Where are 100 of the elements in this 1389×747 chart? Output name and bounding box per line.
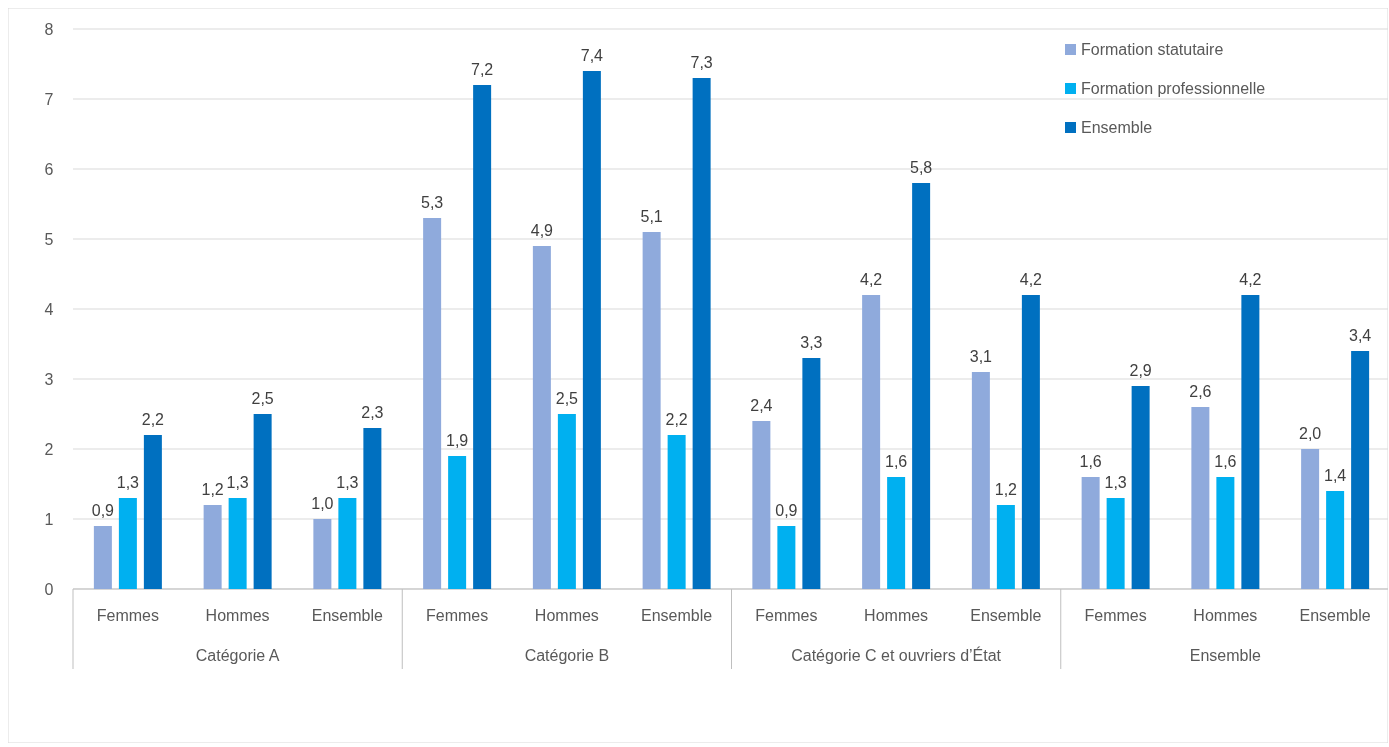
x-tick-label: Ensemble bbox=[311, 607, 384, 624]
bar bbox=[143, 435, 162, 589]
bar bbox=[996, 505, 1015, 589]
legend-label: Formation professionnelle bbox=[1081, 80, 1266, 97]
bar bbox=[1131, 386, 1150, 589]
data-label: 1,9 bbox=[446, 432, 469, 449]
data-label: 2,4 bbox=[750, 397, 773, 414]
bar bbox=[557, 414, 576, 589]
y-tick-label: 8 bbox=[44, 21, 54, 38]
bar bbox=[642, 232, 661, 589]
bar bbox=[1081, 477, 1100, 589]
y-tick-label: 6 bbox=[44, 161, 54, 178]
x-tick-label: Femmes bbox=[426, 607, 489, 624]
bar bbox=[912, 183, 931, 589]
data-label: 1,6 bbox=[1214, 453, 1237, 470]
data-label: 2,0 bbox=[1299, 425, 1322, 442]
bar bbox=[802, 358, 821, 589]
text: Ensemble bbox=[1189, 647, 1262, 664]
bar bbox=[1241, 295, 1260, 589]
y-tick-label: 3 bbox=[44, 371, 54, 388]
data-label: 4,2 bbox=[1239, 271, 1262, 288]
bar bbox=[1106, 498, 1125, 589]
data-label: 3,1 bbox=[969, 348, 993, 365]
data-label: 1,3 bbox=[226, 474, 249, 491]
x-tick-label: Hommes bbox=[534, 607, 599, 624]
bar bbox=[667, 435, 686, 589]
data-label: 2,2 bbox=[665, 411, 688, 428]
data-label: 2,2 bbox=[141, 411, 165, 428]
bar bbox=[423, 218, 442, 589]
x-tick-label: Ensemble bbox=[1299, 607, 1371, 624]
data-label: 1,2 bbox=[994, 481, 1018, 498]
bar bbox=[1326, 491, 1345, 589]
data-label: 1,4 bbox=[1324, 467, 1347, 484]
x-tick-label: Femmes bbox=[755, 607, 818, 624]
x-tick-label: Hommes bbox=[864, 607, 929, 624]
text: Catégorie A bbox=[195, 647, 280, 664]
data-label: 2,5 bbox=[555, 390, 579, 407]
bar bbox=[203, 505, 222, 589]
bar bbox=[338, 498, 357, 589]
bar bbox=[1021, 295, 1040, 589]
bar bbox=[118, 498, 137, 589]
data-label: 5,1 bbox=[640, 208, 663, 225]
bar bbox=[363, 428, 382, 589]
data-label: 1,6 bbox=[1079, 453, 1102, 470]
data-label: 3,4 bbox=[1349, 327, 1372, 344]
x-tick-label: Femmes bbox=[96, 607, 159, 624]
legend-label: Formation statutaire bbox=[1081, 41, 1224, 58]
legend-label: Ensemble bbox=[1081, 119, 1153, 136]
bar bbox=[1301, 449, 1320, 589]
bar bbox=[1216, 477, 1235, 589]
bar bbox=[692, 78, 711, 589]
data-label: 4,2 bbox=[1019, 271, 1043, 288]
data-label: 7,3 bbox=[690, 54, 713, 71]
bar bbox=[532, 246, 551, 589]
bar bbox=[971, 372, 990, 589]
bar bbox=[313, 519, 332, 589]
data-label: 2,6 bbox=[1189, 383, 1212, 400]
data-label: 1,3 bbox=[1104, 474, 1127, 491]
bar bbox=[228, 498, 247, 589]
bar bbox=[1351, 351, 1370, 589]
x-tick-label: Hommes bbox=[1193, 607, 1258, 624]
bar bbox=[777, 526, 796, 589]
data-label: 1,0 bbox=[311, 495, 334, 512]
data-label: 0,9 bbox=[775, 502, 798, 519]
data-label: 1,3 bbox=[336, 474, 359, 491]
bar bbox=[448, 456, 467, 589]
y-tick-label: 1 bbox=[44, 511, 54, 528]
data-label: 5,3 bbox=[421, 194, 444, 211]
bar bbox=[862, 295, 881, 589]
data-label: 3,3 bbox=[800, 334, 823, 351]
data-label: 2,9 bbox=[1129, 362, 1152, 379]
x-tick-label: Ensemble bbox=[970, 607, 1042, 624]
bar bbox=[93, 526, 112, 589]
data-label: 0,9 bbox=[91, 502, 115, 519]
bar bbox=[253, 414, 272, 589]
text: Catégorie C et ouvriers d’État bbox=[791, 646, 1002, 664]
data-label: 2,5 bbox=[251, 390, 274, 407]
x-tick-label: Femmes bbox=[1084, 607, 1147, 624]
bar bbox=[1191, 407, 1210, 589]
bar bbox=[473, 85, 492, 589]
text: Catégorie B bbox=[524, 647, 610, 664]
x-tick-label: Hommes bbox=[205, 607, 270, 624]
data-label: 4,2 bbox=[860, 271, 883, 288]
data-label: 2,3 bbox=[361, 404, 384, 421]
x-tick-label: Ensemble bbox=[641, 607, 713, 624]
bar bbox=[752, 421, 771, 589]
y-tick-label: 0 bbox=[44, 581, 54, 598]
y-tick-label: 4 bbox=[44, 301, 54, 318]
data-label: 7,4 bbox=[580, 47, 604, 64]
y-tick-label: 5 bbox=[44, 231, 54, 248]
bar bbox=[582, 71, 601, 589]
data-label: 1,2 bbox=[201, 481, 224, 498]
bar bbox=[887, 477, 906, 589]
data-label: 1,6 bbox=[885, 453, 908, 470]
data-label: 5,8 bbox=[910, 159, 933, 176]
data-label: 1,3 bbox=[116, 474, 140, 491]
data-label: 4,9 bbox=[530, 222, 554, 239]
y-tick-label: 2 bbox=[44, 441, 54, 458]
y-tick-label: 7 bbox=[44, 91, 54, 108]
data-label: 7,2 bbox=[471, 61, 494, 78]
